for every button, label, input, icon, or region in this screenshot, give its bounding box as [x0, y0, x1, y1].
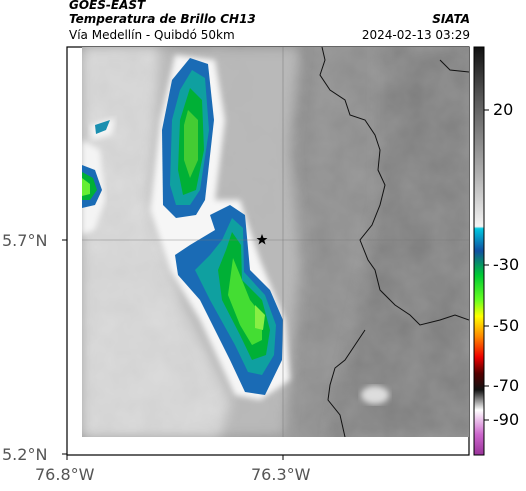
colorbar-tick-minus70: -70 — [493, 376, 520, 395]
colorbar-tick-minus90: -90 — [493, 410, 520, 429]
colorbar-tick-minus50: -50 — [493, 316, 520, 335]
star-marker — [256, 234, 268, 245]
product-title: Temperatura de Brillo CH13 — [69, 12, 256, 26]
lon-label-768: 76.8°W — [35, 465, 95, 484]
lat-label-52: 5.2°N — [2, 445, 48, 464]
lat-label-57: 5.7°N — [2, 231, 48, 250]
colorbar-tick-minus30: -30 — [493, 255, 520, 274]
agency-label: SIATA — [432, 12, 470, 26]
lon-label-763: 76.3°W — [251, 465, 311, 484]
datetime-label: 2024-02-13 03:29 — [361, 28, 470, 42]
satellite-imagery — [82, 47, 469, 437]
source-title: GOES-EAST — [69, 0, 146, 12]
route-subtitle: Vía Medellín - Quibdó 50km — [69, 28, 235, 42]
colorbar-tick-20: 20 — [493, 100, 514, 119]
colorbar — [473, 46, 485, 456]
